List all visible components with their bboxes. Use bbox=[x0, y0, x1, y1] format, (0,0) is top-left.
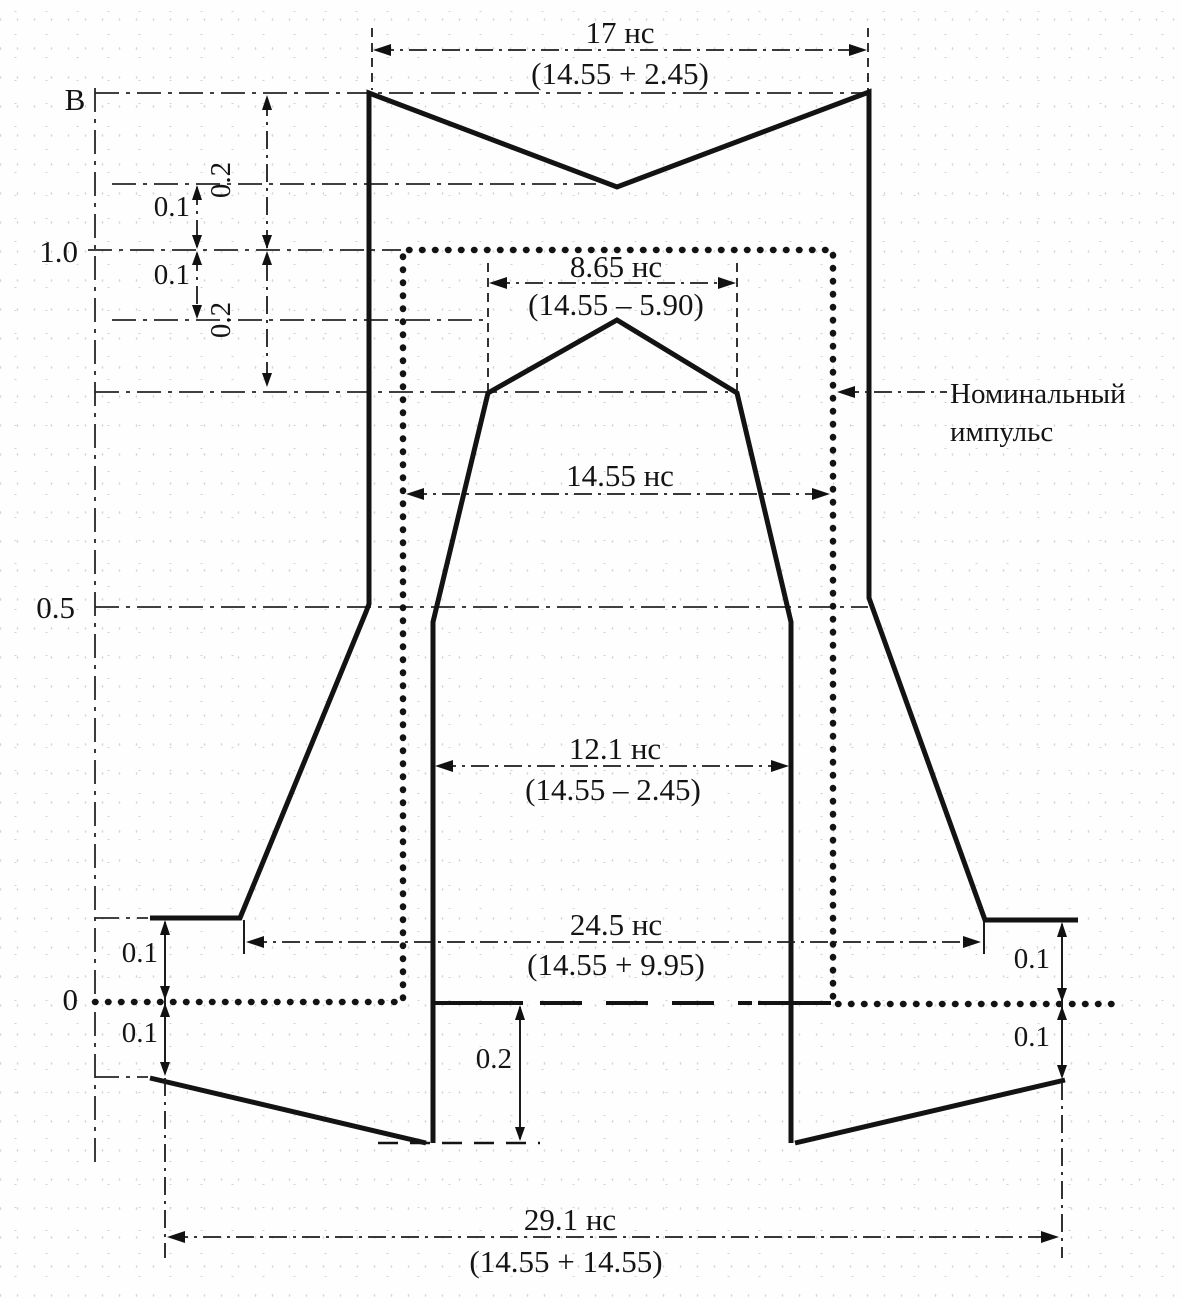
arrow-left-icon bbox=[837, 386, 855, 398]
dimension-value: 12.1 нс bbox=[569, 731, 661, 766]
dimension-14-55ns: 14.55 нс bbox=[406, 458, 830, 500]
tolerance-label: 0.1 bbox=[1014, 943, 1050, 975]
dimension-value: 29.1 нс bbox=[524, 1202, 616, 1237]
tolerance-0-1-lower-right: 0.1 0.1 bbox=[1014, 922, 1067, 1258]
tolerance-0-2-upper: 0.2 0.2 bbox=[205, 95, 272, 387]
dimension-12-1ns: 12.1 нс (14.55 – 2.45) bbox=[435, 731, 789, 807]
dimension-formula: (14.55 – 2.45) bbox=[525, 772, 701, 807]
arrow-left-icon bbox=[246, 936, 264, 948]
tolerance-0-2-lower-mid: 0.2 bbox=[476, 1005, 525, 1141]
dimension-formula: (14.55 + 9.95) bbox=[527, 947, 705, 982]
arrow-down-icon bbox=[515, 1127, 525, 1141]
reference-level-lines bbox=[88, 88, 868, 1162]
axis-unit-label: B bbox=[65, 82, 86, 117]
arrow-right-icon bbox=[771, 760, 789, 772]
dimension-value: 24.5 нс bbox=[570, 907, 662, 942]
arrow-down-icon bbox=[262, 235, 272, 249]
inner-mask-curve bbox=[430, 317, 794, 1143]
arrow-right-icon bbox=[963, 936, 981, 948]
dimension-formula: (14.55 – 5.90) bbox=[528, 287, 704, 322]
arrow-up-icon bbox=[262, 251, 272, 265]
outer-mask-curve bbox=[150, 88, 1078, 923]
tolerance-label: 0.1 bbox=[1014, 1021, 1050, 1053]
arrow-down-icon bbox=[262, 373, 272, 387]
arrow-up-icon bbox=[1057, 922, 1067, 937]
lower-left-diagonal bbox=[149, 1075, 427, 1146]
axis-tick-1-0: 1.0 bbox=[39, 234, 78, 269]
arrow-left-icon bbox=[406, 488, 424, 500]
dimension-29-1ns: 29.1 нс (14.55 + 14.55) bbox=[167, 1202, 1059, 1279]
arrow-up-icon bbox=[262, 95, 272, 110]
arrow-right-icon bbox=[849, 44, 867, 56]
tolerance-label: 0.1 bbox=[154, 259, 190, 291]
nominal-pulse-annotation: Номинальный импульс bbox=[837, 378, 1126, 448]
axis-labels: B 1.0 0.5 0 bbox=[36, 82, 85, 1017]
axis-tick-0: 0 bbox=[63, 982, 79, 1017]
arrow-down-icon bbox=[1057, 1065, 1067, 1079]
tolerance-label: 0.1 bbox=[122, 937, 158, 969]
arrow-up-icon bbox=[1057, 1006, 1067, 1020]
arrow-up-icon bbox=[192, 251, 202, 265]
tolerance-label: 0.2 bbox=[205, 162, 237, 198]
arrow-down-icon bbox=[192, 305, 202, 319]
tolerance-label: 0.2 bbox=[476, 1043, 512, 1075]
tolerance-label: 0.1 bbox=[154, 191, 190, 223]
lower-right-diagonal bbox=[794, 1077, 1066, 1146]
arrow-up-icon bbox=[160, 920, 170, 935]
dimension-8-65ns: 8.65 нс (14.55 – 5.90) bbox=[487, 249, 738, 397]
tolerance-0-1-upper: 0.1 0.1 bbox=[154, 185, 202, 319]
dimension-formula: (14.55 + 14.55) bbox=[469, 1244, 662, 1279]
dimension-17ns: 17 нс (14.55 + 2.45) bbox=[371, 15, 869, 91]
arrow-left-icon bbox=[373, 44, 391, 56]
lower-limit-lines bbox=[149, 1075, 1066, 1146]
arrow-down-icon bbox=[160, 986, 170, 1000]
dimension-value: 14.55 нс bbox=[566, 458, 674, 493]
arrow-down-icon bbox=[192, 235, 202, 249]
arrow-down-icon bbox=[160, 1062, 170, 1076]
tolerance-label: 0.2 bbox=[205, 302, 237, 338]
arrow-up-icon bbox=[192, 185, 202, 200]
tolerance-label: 0.1 bbox=[122, 1017, 158, 1049]
arrow-up-icon bbox=[160, 1003, 170, 1017]
axis-tick-0-5: 0.5 bbox=[36, 590, 75, 625]
arrow-up-icon bbox=[515, 1005, 525, 1020]
dimension-24-5ns: 24.5 нс (14.55 + 9.95) bbox=[243, 907, 985, 982]
arrow-right-icon bbox=[718, 277, 736, 289]
annotation-text: импульс bbox=[950, 416, 1053, 448]
dimension-value: 8.65 нс bbox=[570, 249, 662, 284]
arrow-left-icon bbox=[167, 1231, 185, 1243]
arrow-down-icon bbox=[1057, 988, 1067, 1002]
annotation-text: Номинальный bbox=[950, 378, 1126, 410]
arrow-right-icon bbox=[812, 488, 830, 500]
tolerance-0-1-lower-left: 0.1 0.1 bbox=[122, 920, 170, 1258]
arrow-left-icon bbox=[435, 760, 453, 772]
dimension-value: 17 нс bbox=[585, 15, 654, 50]
arrow-left-icon bbox=[489, 277, 507, 289]
nominal-pulse-outline bbox=[91, 246, 1121, 1008]
dimension-formula: (14.55 + 2.45) bbox=[531, 56, 709, 91]
arrow-right-icon bbox=[1041, 1231, 1059, 1243]
